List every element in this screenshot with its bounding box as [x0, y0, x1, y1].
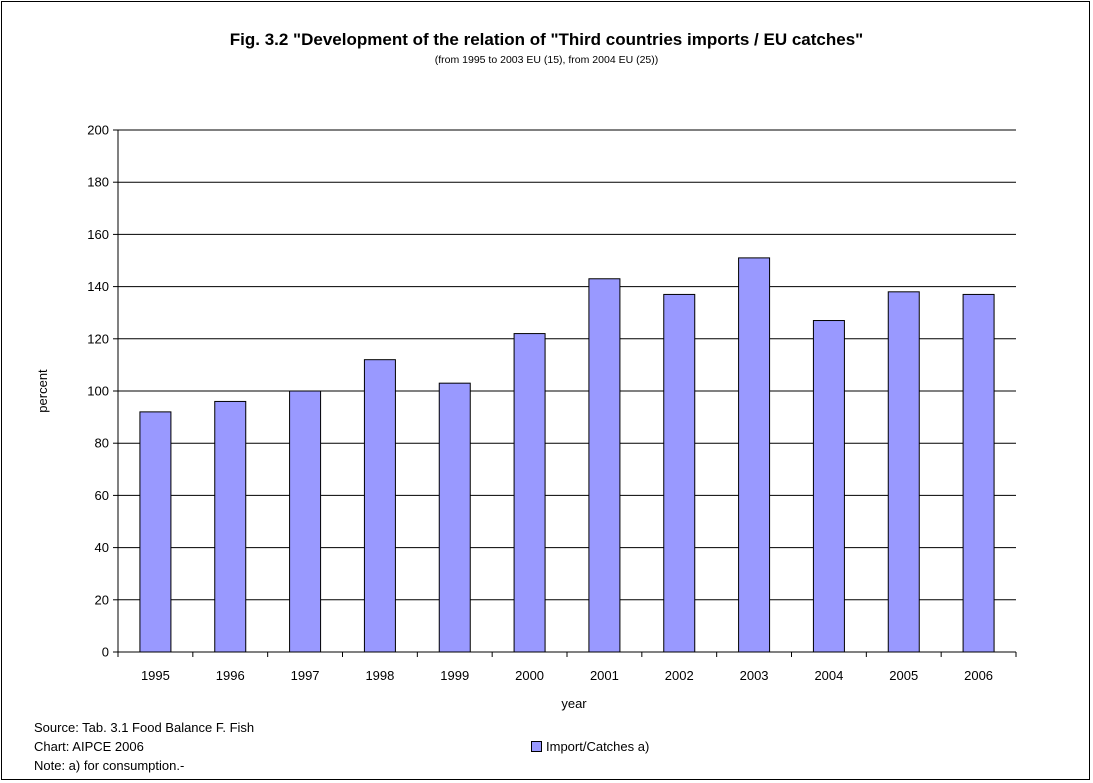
bar — [363, 359, 396, 653]
y-tick-label: 20 — [95, 592, 109, 607]
y-tick-label: 160 — [87, 227, 109, 242]
y-tick-label: 0 — [102, 645, 109, 660]
y-tick-label: 200 — [87, 123, 109, 138]
y-tick-label: 80 — [95, 436, 109, 451]
x-tick-label: 2000 — [515, 668, 544, 683]
y-tick-label: 180 — [87, 175, 109, 190]
footnote: Note: a) for consumption.- — [34, 758, 185, 773]
x-tick-label: 2004 — [814, 668, 843, 683]
x-tick-label: 2001 — [590, 668, 619, 683]
chart-notes: Source: Tab. 3.1 Food Balance F. Fish Ch… — [34, 718, 254, 775]
bar — [663, 293, 696, 653]
chart-subtitle: (from 1995 to 2003 EU (15), from 2004 EU… — [434, 54, 659, 66]
x-tick-label: 1999 — [440, 668, 469, 683]
bar — [962, 293, 995, 653]
x-axis-title: year — [561, 696, 587, 711]
y-tick-label: 120 — [87, 331, 109, 346]
x-tick-label: 2005 — [889, 668, 918, 683]
x-tick-label: 2006 — [964, 668, 993, 683]
bar — [738, 257, 771, 653]
source-note: Source: Tab. 3.1 Food Balance F. Fish — [34, 720, 255, 735]
x-tick-label: 2003 — [740, 668, 769, 683]
legend-label: Import/Catches a) — [546, 739, 650, 754]
legend-swatch — [531, 741, 542, 752]
x-tick-label: 1998 — [365, 668, 394, 683]
bar — [214, 400, 247, 653]
chart-credit: Chart: AIPCE 2006 — [34, 739, 144, 754]
y-tick-label: 40 — [95, 540, 109, 555]
bar — [812, 320, 845, 653]
y-axis-title: percent — [35, 369, 50, 413]
x-tick-label: 1996 — [216, 668, 245, 683]
x-tick-label: 2002 — [665, 668, 694, 683]
bar — [289, 390, 322, 653]
bar — [887, 291, 920, 653]
bar — [588, 278, 621, 653]
y-tick-label: 100 — [87, 384, 109, 399]
x-tick-label: 1995 — [141, 668, 170, 683]
bar — [513, 333, 546, 653]
bar — [438, 382, 471, 653]
legend: Import/Catches a) — [531, 739, 649, 754]
chart-title: Fig. 3.2 "Development of the relation of… — [229, 30, 864, 49]
y-tick-label: 140 — [87, 279, 109, 294]
y-tick-label: 60 — [95, 488, 109, 503]
bar — [139, 411, 172, 653]
x-tick-label: 1997 — [291, 668, 320, 683]
